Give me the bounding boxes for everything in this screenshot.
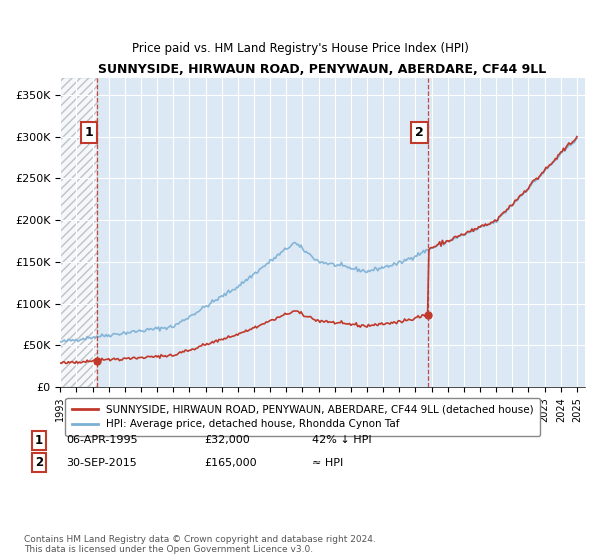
Text: 1: 1 [35,434,43,447]
Text: Price paid vs. HM Land Registry's House Price Index (HPI): Price paid vs. HM Land Registry's House … [131,42,469,55]
Title: SUNNYSIDE, HIRWAUN ROAD, PENYWAUN, ABERDARE, CF44 9LL: SUNNYSIDE, HIRWAUN ROAD, PENYWAUN, ABERD… [98,63,547,76]
Text: 30-SEP-2015: 30-SEP-2015 [66,458,137,468]
Text: Contains HM Land Registry data © Crown copyright and database right 2024.
This d: Contains HM Land Registry data © Crown c… [24,535,376,554]
Text: £165,000: £165,000 [204,458,257,468]
Text: ≈ HPI: ≈ HPI [312,458,343,468]
Text: 2: 2 [415,126,424,139]
Text: 42% ↓ HPI: 42% ↓ HPI [312,436,371,445]
Legend: SUNNYSIDE, HIRWAUN ROAD, PENYWAUN, ABERDARE, CF44 9LL (detached house), HPI: Ave: SUNNYSIDE, HIRWAUN ROAD, PENYWAUN, ABERD… [65,398,540,436]
Text: 1: 1 [85,126,93,139]
Text: 2: 2 [35,456,43,469]
Text: 06-APR-1995: 06-APR-1995 [66,436,137,445]
Text: £32,000: £32,000 [204,436,250,445]
